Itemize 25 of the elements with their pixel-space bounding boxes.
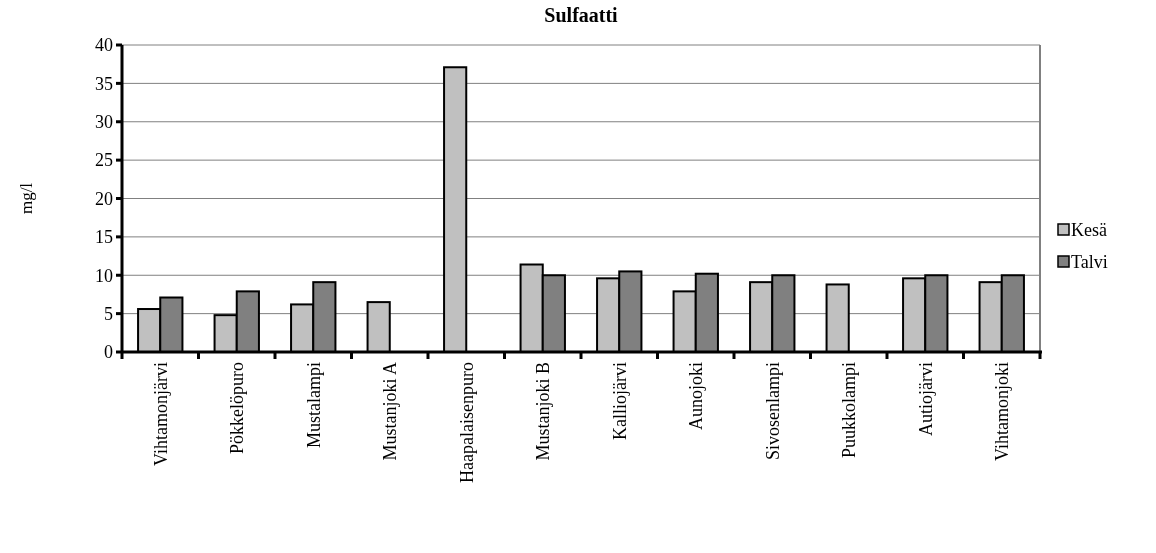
y-tick-label: 25 <box>95 150 113 171</box>
y-tick-label: 40 <box>95 35 113 56</box>
x-tick-label: Mustalampi <box>303 362 324 448</box>
y-tick-label: 35 <box>95 73 113 94</box>
x-tick-label: Pökkelöpuro <box>227 362 248 454</box>
chart-title: Sulfaatti <box>544 4 619 26</box>
x-tick-label: Vihtamonjoki <box>992 362 1013 461</box>
y-tick-label: 0 <box>104 342 113 363</box>
y-axis-title: mg/l <box>17 182 36 215</box>
x-tick-label: Sivosenlampi <box>762 362 783 460</box>
x-tick-label: Mustanjoki B <box>533 362 554 461</box>
x-tick-label: Haapalaisenpuro <box>456 362 477 483</box>
x-tick-label: Autiojärvi <box>915 362 936 436</box>
y-tick-label: 20 <box>95 188 113 209</box>
legend-label: Talvi <box>1071 252 1108 273</box>
legend-label: Kesä <box>1071 220 1107 241</box>
x-tick-label: Mustanjoki A <box>380 362 401 461</box>
y-tick-label: 5 <box>104 303 113 324</box>
y-tick-label: 30 <box>95 112 113 133</box>
x-tick-label: Aunojoki <box>686 362 707 431</box>
x-tick-label: Vihtamonjärvi <box>150 362 171 466</box>
y-tick-label: 15 <box>95 227 113 248</box>
y-tick-label: 10 <box>95 265 113 286</box>
x-tick-label: Puukkolampi <box>839 362 860 459</box>
x-tick-label: Kalliojärvi <box>609 362 630 440</box>
